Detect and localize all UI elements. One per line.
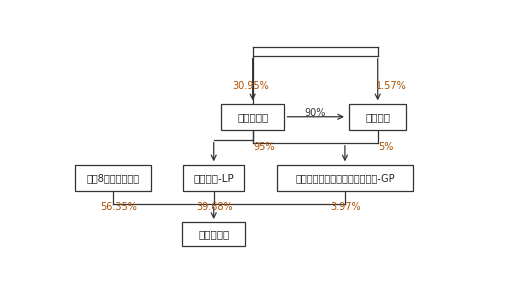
Text: 融华投资: 融华投资 <box>365 112 390 122</box>
Bar <box>183 165 244 191</box>
Text: 90%: 90% <box>305 108 326 119</box>
Text: 30.95%: 30.95% <box>232 81 269 91</box>
Text: 3.97%: 3.97% <box>330 202 361 212</box>
Bar <box>182 222 245 246</box>
Text: 高特佳集团: 高特佳集团 <box>237 112 268 122</box>
Text: 深圳市高特佳弘瑞投资有限公司-GP: 深圳市高特佳弘瑞投资有限公司-GP <box>295 173 395 183</box>
Text: 95%: 95% <box>253 142 275 152</box>
Bar <box>221 104 285 130</box>
Text: 56.35%: 56.35% <box>100 202 136 212</box>
Text: 1.57%: 1.57% <box>376 81 406 91</box>
Text: 39.68%: 39.68% <box>196 202 233 212</box>
Bar <box>277 165 413 191</box>
Text: 5%: 5% <box>379 142 394 152</box>
Bar <box>75 165 151 191</box>
Bar <box>349 104 406 130</box>
Text: 高特佳睿宝: 高特佳睿宝 <box>198 230 230 239</box>
Text: 其余8名有限合伙人: 其余8名有限合伙人 <box>87 173 140 183</box>
Text: 博雅生物-LP: 博雅生物-LP <box>193 173 234 183</box>
